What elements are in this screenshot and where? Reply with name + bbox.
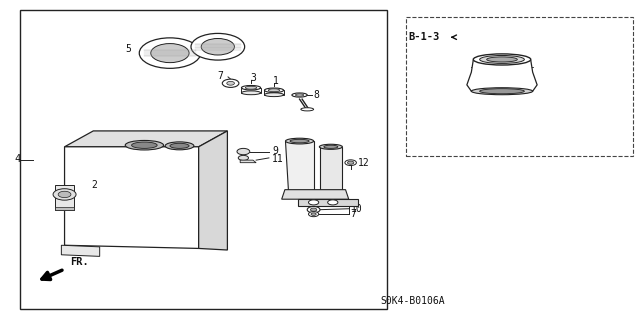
Ellipse shape: [301, 108, 314, 111]
Text: 8: 8: [314, 90, 319, 100]
Polygon shape: [298, 199, 358, 205]
Polygon shape: [264, 90, 284, 95]
Circle shape: [310, 208, 317, 211]
Circle shape: [201, 39, 234, 55]
Ellipse shape: [285, 138, 314, 144]
Ellipse shape: [479, 56, 524, 63]
Circle shape: [151, 44, 189, 63]
Text: 9: 9: [272, 145, 278, 156]
Ellipse shape: [264, 93, 284, 97]
Ellipse shape: [241, 85, 260, 90]
Text: 7: 7: [217, 71, 223, 81]
Text: 6: 6: [351, 199, 356, 209]
Polygon shape: [55, 185, 74, 210]
Text: 5: 5: [230, 41, 236, 51]
Polygon shape: [241, 88, 260, 93]
Ellipse shape: [292, 93, 307, 97]
Circle shape: [307, 206, 320, 213]
Ellipse shape: [486, 57, 517, 62]
Circle shape: [308, 211, 319, 217]
Polygon shape: [282, 190, 349, 199]
Circle shape: [308, 200, 319, 205]
Circle shape: [345, 160, 356, 166]
Circle shape: [328, 200, 338, 205]
Text: 5: 5: [125, 44, 132, 54]
Text: 11: 11: [272, 153, 284, 164]
Circle shape: [140, 38, 200, 68]
Circle shape: [237, 148, 250, 155]
Text: 7: 7: [351, 209, 356, 219]
Ellipse shape: [125, 140, 164, 150]
Polygon shape: [320, 147, 342, 191]
Polygon shape: [240, 160, 256, 163]
Circle shape: [238, 155, 248, 160]
Text: FR.: FR.: [70, 257, 88, 268]
Text: S0K4-B0106A: S0K4-B0106A: [381, 296, 445, 306]
Ellipse shape: [290, 139, 309, 143]
Ellipse shape: [241, 91, 260, 95]
Circle shape: [348, 161, 354, 164]
Polygon shape: [285, 141, 314, 191]
Ellipse shape: [296, 94, 304, 96]
Text: 2: 2: [92, 180, 97, 190]
Polygon shape: [467, 60, 537, 91]
Polygon shape: [198, 131, 227, 250]
Circle shape: [311, 213, 316, 215]
Ellipse shape: [132, 142, 157, 148]
Ellipse shape: [471, 88, 532, 95]
Ellipse shape: [473, 54, 531, 65]
Circle shape: [191, 33, 244, 60]
Polygon shape: [55, 207, 74, 210]
Ellipse shape: [324, 145, 338, 148]
Text: 10: 10: [351, 204, 362, 214]
Circle shape: [58, 191, 71, 197]
Polygon shape: [65, 147, 198, 249]
Polygon shape: [61, 245, 100, 256]
Text: B-1-3: B-1-3: [408, 32, 440, 42]
Ellipse shape: [165, 142, 194, 150]
Ellipse shape: [479, 89, 524, 94]
Circle shape: [227, 81, 234, 85]
Text: 12: 12: [358, 158, 370, 168]
Circle shape: [222, 79, 239, 87]
Polygon shape: [65, 131, 227, 147]
Text: 1: 1: [273, 76, 278, 86]
Ellipse shape: [264, 88, 284, 93]
Ellipse shape: [268, 89, 280, 92]
Ellipse shape: [319, 144, 342, 149]
Text: 4: 4: [15, 154, 21, 165]
Circle shape: [53, 189, 76, 200]
Ellipse shape: [245, 86, 257, 89]
Ellipse shape: [170, 143, 189, 148]
Text: 3: 3: [250, 73, 256, 83]
